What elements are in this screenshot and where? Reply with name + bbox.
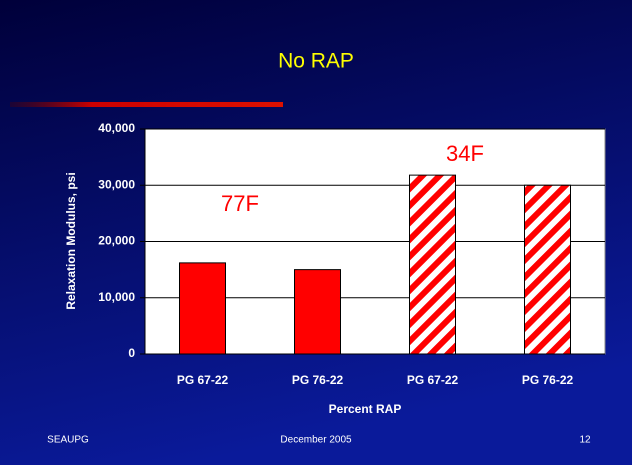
x-tick-label: PG 76-22 [522, 373, 574, 387]
y-tick-label: 20,000 [98, 234, 135, 248]
y-tick-label: 0 [128, 346, 135, 360]
y-tick-label: 10,000 [98, 290, 135, 304]
y-tick-label: 30,000 [98, 177, 135, 191]
y-tick-label: 40,000 [98, 121, 135, 135]
y-axis-label: Relaxation Modulus, psi [64, 172, 78, 309]
x-tick-label: PG 67-22 [407, 373, 459, 387]
x-axis-label: Percent RAP [329, 402, 402, 416]
divider [10, 102, 283, 107]
footer-right: 12 [579, 435, 591, 446]
footer-left: SEAUPG [47, 435, 89, 446]
bar [294, 269, 341, 355]
annotation: 77F [221, 191, 259, 216]
bar [409, 174, 456, 355]
footer-center: December 2005 [280, 435, 352, 446]
x-tick-label: PG 67-22 [177, 373, 229, 387]
bar [524, 184, 571, 355]
x-tick-label: PG 76-22 [292, 373, 344, 387]
annotation: 34F [446, 141, 484, 166]
slide-title: No RAP [278, 50, 354, 73]
bar [179, 262, 226, 355]
